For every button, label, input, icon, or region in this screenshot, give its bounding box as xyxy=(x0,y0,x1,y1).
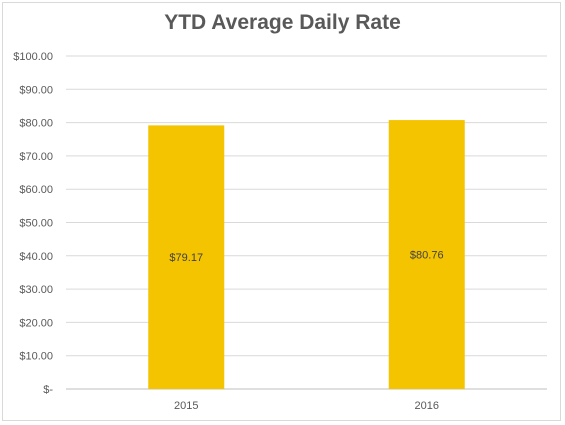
y-tick-label: $90.00 xyxy=(19,84,53,96)
y-axis-ticks: $- $10.00 $20.00 $30.00 $40.00 $50.00 $60.00 $7… xyxy=(13,51,53,396)
y-tick-label: $30.00 xyxy=(19,284,53,296)
y-tick-label: $20.00 xyxy=(19,317,53,329)
y-tick-label: $100.00 xyxy=(13,51,53,63)
bar-2016 xyxy=(388,120,465,389)
bars xyxy=(148,120,465,390)
y-tick-label: $60.00 xyxy=(19,184,53,196)
bar-2015 xyxy=(148,125,225,390)
x-tick-label: 2016 xyxy=(415,400,439,412)
y-tick-label: $80.00 xyxy=(19,118,53,130)
x-axis-ticks: 2015 2016 xyxy=(174,400,439,412)
y-tick-label: $50.00 xyxy=(19,218,53,230)
data-labels: $79.17 $80.76 xyxy=(169,250,443,265)
x-tick-label: 2015 xyxy=(174,400,198,412)
y-tick-label: $70.00 xyxy=(19,151,53,163)
chart-area xyxy=(2,2,561,421)
chart-title: YTD Average Daily Rate xyxy=(164,11,401,34)
gridlines xyxy=(66,55,547,390)
y-tick-label: $40.00 xyxy=(19,251,53,263)
data-label: $80.76 xyxy=(410,250,444,262)
y-tick-label: $10.00 xyxy=(19,351,53,363)
y-tick-label: $- xyxy=(43,384,53,396)
data-label: $79.17 xyxy=(169,252,203,264)
